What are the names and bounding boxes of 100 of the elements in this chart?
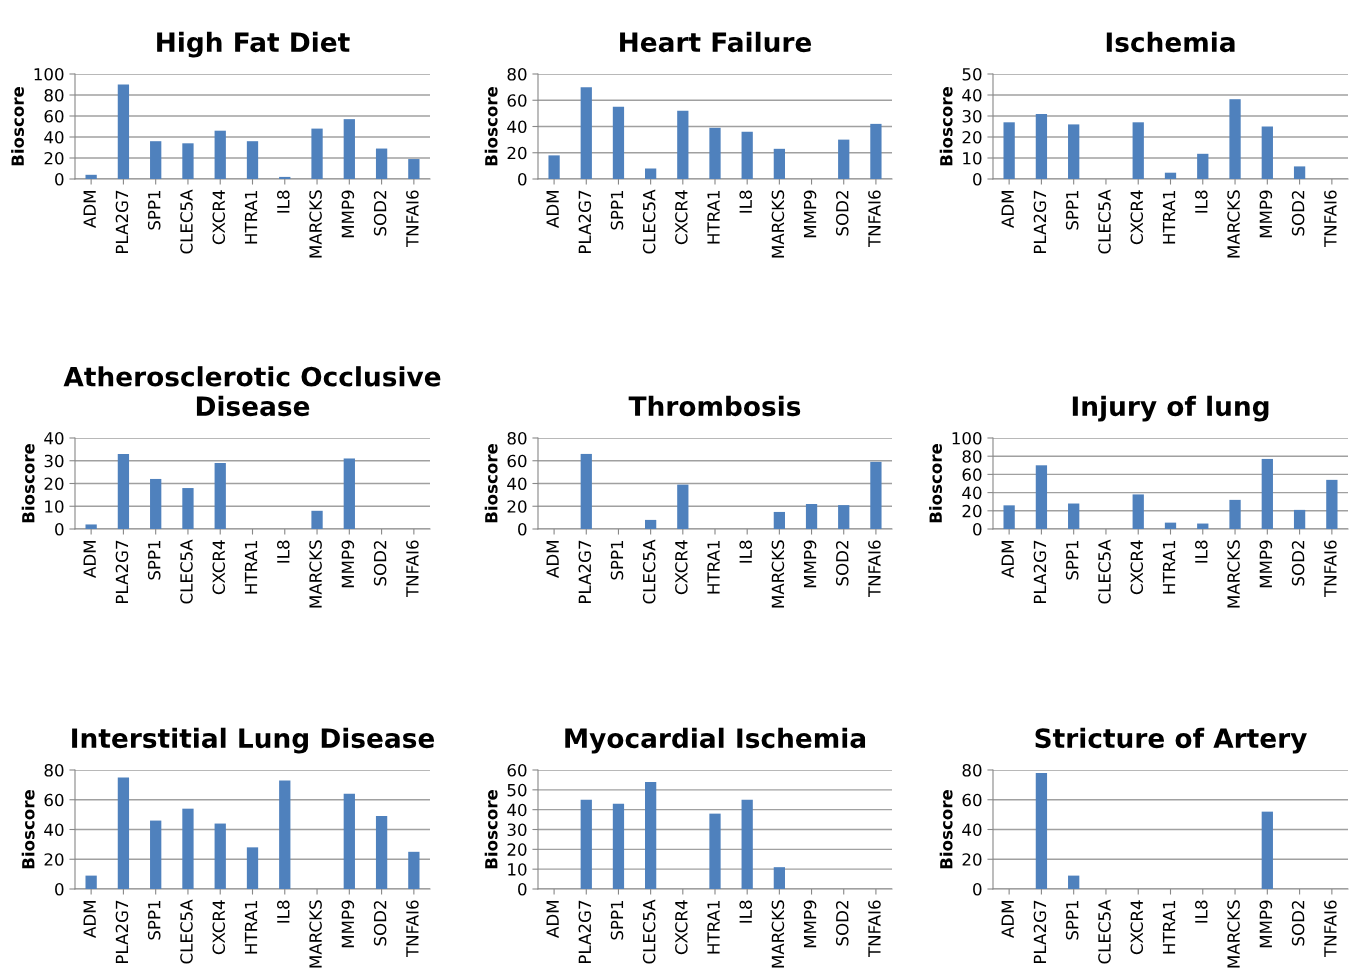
bar	[1293, 166, 1306, 179]
x-tick-label: SPP1	[1065, 540, 1079, 580]
bar	[773, 148, 785, 179]
bar	[214, 823, 226, 889]
x-tick-label: HTRA1	[244, 540, 258, 594]
chart-title: Ischemia	[1106, 31, 1235, 53]
bar	[182, 488, 194, 529]
bar	[182, 143, 194, 179]
y-tick-label: 0	[55, 522, 64, 536]
y-tick-label: 50	[507, 783, 527, 797]
bar	[709, 813, 721, 889]
bar	[375, 148, 388, 179]
x-tick-label: MMP9	[1259, 540, 1273, 588]
x-tick-label: ADM	[1001, 191, 1014, 228]
bar	[343, 793, 355, 889]
y-tick-label: 40	[44, 431, 64, 445]
y-tick-label: 40	[962, 823, 982, 837]
bar	[580, 87, 592, 179]
bar	[1229, 499, 1241, 529]
y-tick-label: 10	[45, 500, 64, 513]
y-axis-title: Bioscore	[484, 789, 498, 869]
bar	[1132, 494, 1144, 529]
y-axis-title: Bioscore	[929, 443, 942, 523]
x-tick-label: CLEC5A	[180, 189, 193, 254]
y-tick-label: 80	[962, 763, 982, 777]
bar	[1164, 172, 1177, 179]
bar	[150, 820, 162, 889]
y-tick-label: 0	[973, 172, 982, 186]
x-tick-label: PLA2G7	[578, 190, 592, 254]
x-tick-label: CXCR4	[675, 190, 688, 245]
x-tick-label: MMP9	[341, 900, 355, 948]
bar	[1035, 772, 1048, 889]
x-tick-label: PLA2G7	[115, 190, 129, 254]
x-tick-label: MMP9	[803, 540, 817, 588]
bar	[85, 174, 97, 179]
x-tick-label: TNFAI6	[406, 190, 419, 248]
x-tick-label: SOD2	[373, 901, 387, 946]
x-tick-label: CXCR4	[675, 540, 688, 595]
x-tick-label: ADM	[546, 901, 559, 938]
bar	[1068, 503, 1080, 529]
bar	[838, 505, 850, 529]
y-tick-label: 20	[962, 130, 982, 144]
x-tick-label: CLEC5A	[1098, 539, 1111, 604]
x-tick-label: SOD2	[835, 901, 849, 946]
bar	[311, 128, 323, 179]
chart-title: Myocardial Ischemia	[565, 727, 866, 754]
x-tick-label: MARCKS	[771, 190, 785, 258]
bar	[214, 130, 226, 179]
x-tick-label: PLA2G7	[1033, 190, 1047, 254]
y-tick-label: 100	[952, 431, 982, 445]
x-tick-label: TNFAI6	[868, 190, 881, 248]
y-tick-label: 60	[507, 454, 527, 468]
y-axis-title: Bioscore	[939, 789, 953, 869]
x-tick-label: MMP9	[341, 540, 355, 588]
x-tick-label: SPP1	[610, 190, 624, 230]
x-tick-label: HTRA1	[707, 900, 720, 954]
y-tick-label: 20	[507, 146, 527, 160]
x-tick-label: MARCKS	[1227, 900, 1240, 968]
x-tick-label: ADM	[1001, 541, 1014, 578]
x-tick-label: ADM	[546, 191, 559, 228]
y-tick-label: 60	[962, 793, 982, 807]
bar	[1164, 522, 1177, 529]
x-tick-label: SOD2	[1291, 901, 1305, 946]
y-tick-label: 30	[44, 454, 64, 468]
x-tick-label: MMP9	[341, 190, 355, 238]
bar	[773, 867, 785, 889]
x-tick-label: SOD2	[1291, 191, 1305, 236]
x-tick-label: HTRA1	[1162, 540, 1176, 594]
y-tick-label: 80	[962, 450, 982, 463]
x-tick-label: CLEC5A	[180, 899, 193, 964]
y-tick-label: 40	[44, 130, 64, 144]
y-tick-label: 0	[518, 522, 527, 536]
x-tick-label: IL8	[739, 190, 753, 213]
bar	[1068, 124, 1080, 179]
chart-title: Atherosclerotic Occlusive Disease	[63, 366, 441, 417]
bar	[85, 524, 97, 529]
x-tick-label: SPP1	[610, 540, 624, 580]
x-tick-label: TNFAI6	[1324, 540, 1337, 598]
bar	[741, 131, 753, 179]
y-axis-title: Bioscore	[11, 86, 24, 166]
x-tick-label: IL8	[1195, 190, 1208, 213]
x-tick-label: ADM	[83, 191, 96, 228]
x-tick-label: SPP1	[147, 190, 161, 230]
x-tick-label: TNFAI6	[406, 540, 419, 598]
y-tick-label: 0	[518, 172, 527, 186]
bar	[580, 453, 592, 529]
y-tick-label: 40	[507, 120, 527, 134]
x-tick-label: HTRA1	[707, 540, 720, 594]
y-tick-label: 10	[508, 863, 527, 876]
bar	[645, 168, 657, 179]
bar	[1326, 479, 1338, 529]
y-tick-label: 20	[507, 843, 527, 856]
y-tick-label: 60	[507, 763, 527, 777]
y-tick-label: 60	[507, 94, 527, 107]
x-tick-label: SPP1	[147, 900, 161, 940]
x-tick-label: MMP9	[803, 900, 817, 948]
x-tick-label: PLA2G7	[115, 900, 129, 964]
x-tick-label: HTRA1	[707, 190, 720, 244]
bar	[645, 781, 657, 889]
x-tick-label: PLA2G7	[115, 540, 129, 604]
